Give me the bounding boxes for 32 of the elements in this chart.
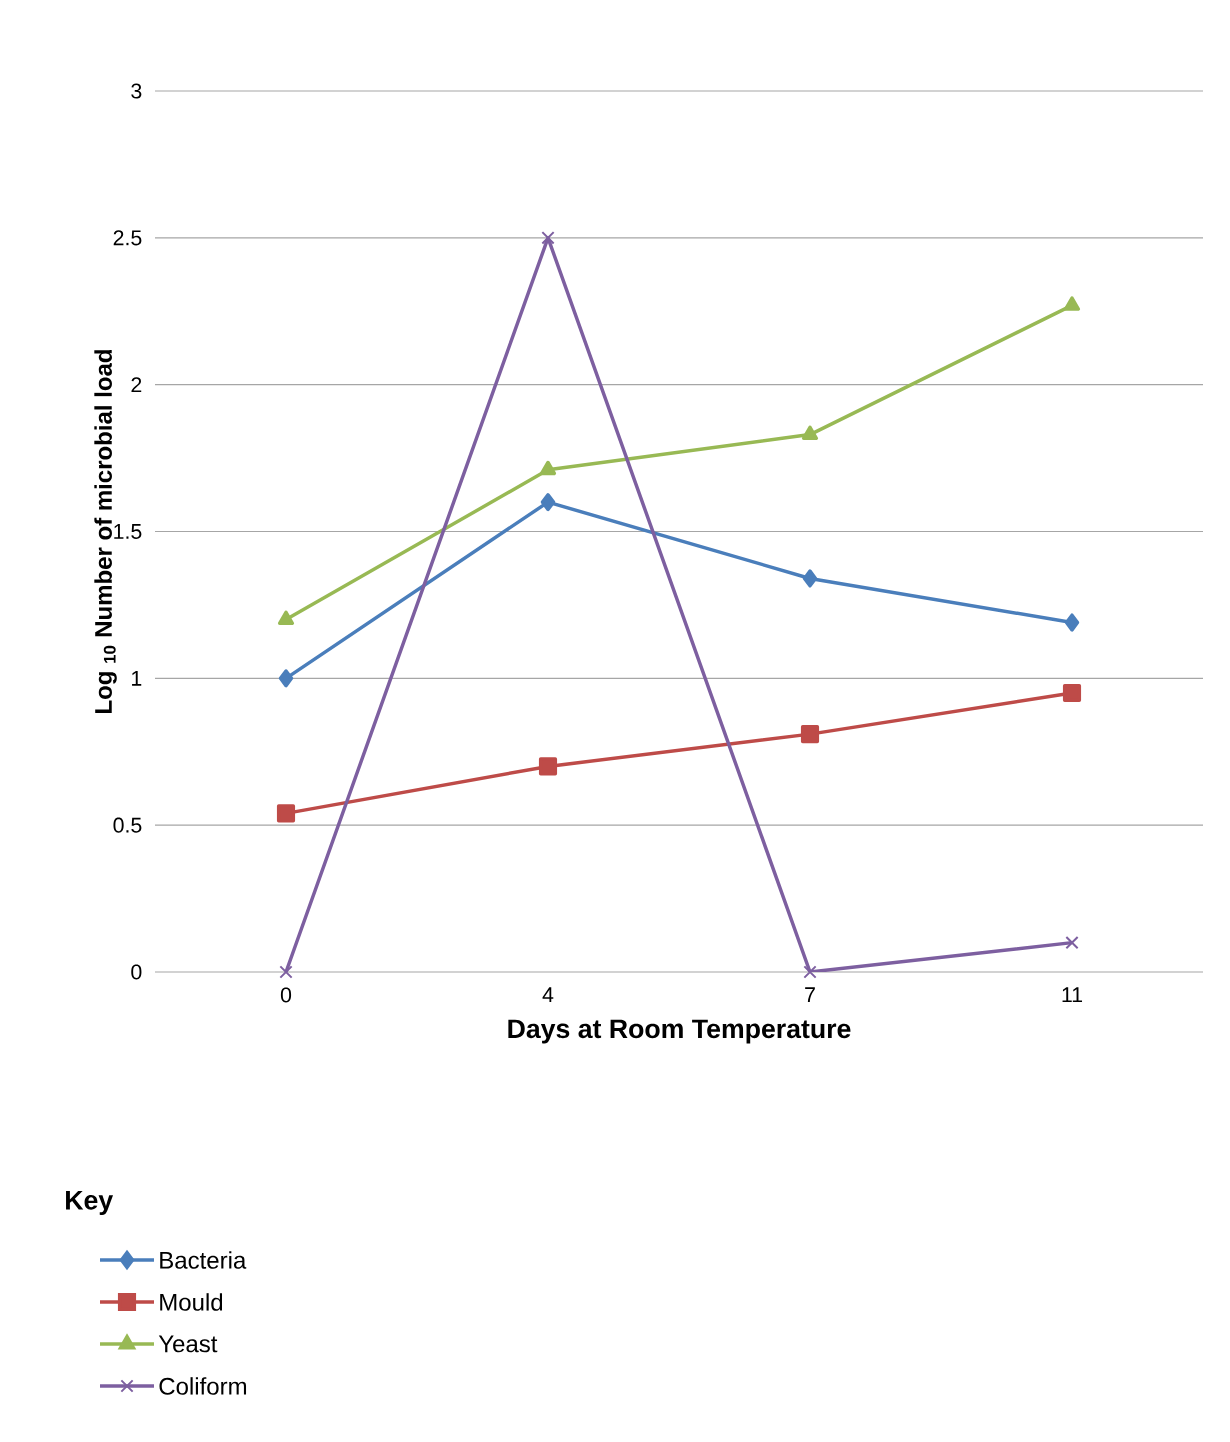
x-tick-label: 11 xyxy=(1062,987,1083,1003)
x-axis-title: Days at Room Temperature xyxy=(508,1019,851,1044)
x-tick-label: 4 xyxy=(542,987,554,1003)
y-tick-label: 2 xyxy=(131,377,142,393)
point xyxy=(802,569,818,588)
point xyxy=(803,965,817,979)
point xyxy=(801,425,819,440)
point xyxy=(279,965,293,979)
point xyxy=(541,231,555,245)
y-tick-label: 0.5 xyxy=(113,817,142,833)
point xyxy=(278,669,294,688)
point xyxy=(538,757,558,776)
y-tick-label: 2.5 xyxy=(113,230,142,246)
point xyxy=(1062,683,1082,703)
legend-label: Bacteria xyxy=(160,1251,247,1269)
point xyxy=(1063,296,1081,311)
point xyxy=(276,804,296,823)
legend-label: Coliform xyxy=(159,1377,247,1395)
y-tick-label: 0 xyxy=(131,964,142,980)
legend-title: Key xyxy=(66,1191,114,1215)
legend-label: Yeast xyxy=(158,1335,218,1353)
legend-label: Mould xyxy=(160,1293,223,1311)
x-tick-label: 0 xyxy=(280,987,292,1003)
point xyxy=(1065,935,1079,950)
y-tick-label: 1 xyxy=(132,670,142,686)
point xyxy=(540,493,556,512)
point xyxy=(277,610,295,625)
y-tick-label: 3 xyxy=(131,83,142,99)
point xyxy=(539,460,557,476)
point xyxy=(800,725,820,744)
point xyxy=(1064,613,1080,632)
x-tick-label: 7 xyxy=(805,987,815,1003)
